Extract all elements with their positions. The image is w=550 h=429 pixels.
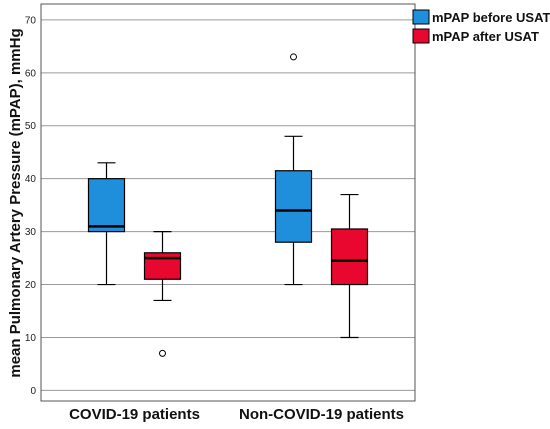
box-after-noncovid [330,193,369,339]
legend-swatch [412,9,430,25]
y-tick-label-50: 50 [25,121,37,132]
category-labels: COVID-19 patients Non-COVID-19 patients [69,406,404,423]
legend-entry-0: mPAP before USAT [412,9,550,25]
legend-swatch [412,28,430,44]
y-tick-label-10: 10 [25,333,37,344]
boxes [87,53,369,357]
outlier-point [290,53,297,61]
y-tick-label-70: 70 [25,15,37,26]
legend-label: mPAP after USAT [432,29,539,44]
box-before-covid [87,162,126,286]
box-iqr [143,252,182,280]
box-after-covid [143,231,182,357]
legend: mPAP before USAT mPAP after USAT [412,9,550,44]
legend-label: mPAP before USAT [432,10,550,25]
y-tick-labels: 0 10 20 30 40 50 60 70 [25,15,37,397]
legend-entry-1: mPAP after USAT [412,28,539,44]
y-tick-label-0: 0 [30,386,36,397]
y-tick-label-30: 30 [25,227,37,238]
box-before-noncovid [274,53,313,286]
outlier-point [159,349,166,357]
box-iqr [330,228,369,286]
box-iqr [274,170,313,243]
y-tick-label-20: 20 [25,280,37,291]
y-tick-label-40: 40 [25,174,37,185]
plot-area-frame [40,3,416,402]
y-tick-label-60: 60 [25,68,37,79]
category-label-0: COVID-19 patients [69,406,200,423]
category-label-1: Non-COVID-19 patients [239,406,404,423]
box-iqr [87,178,126,233]
y-axis-label: mean Pulmonary Artery Pressure (mPAP), m… [7,28,24,377]
